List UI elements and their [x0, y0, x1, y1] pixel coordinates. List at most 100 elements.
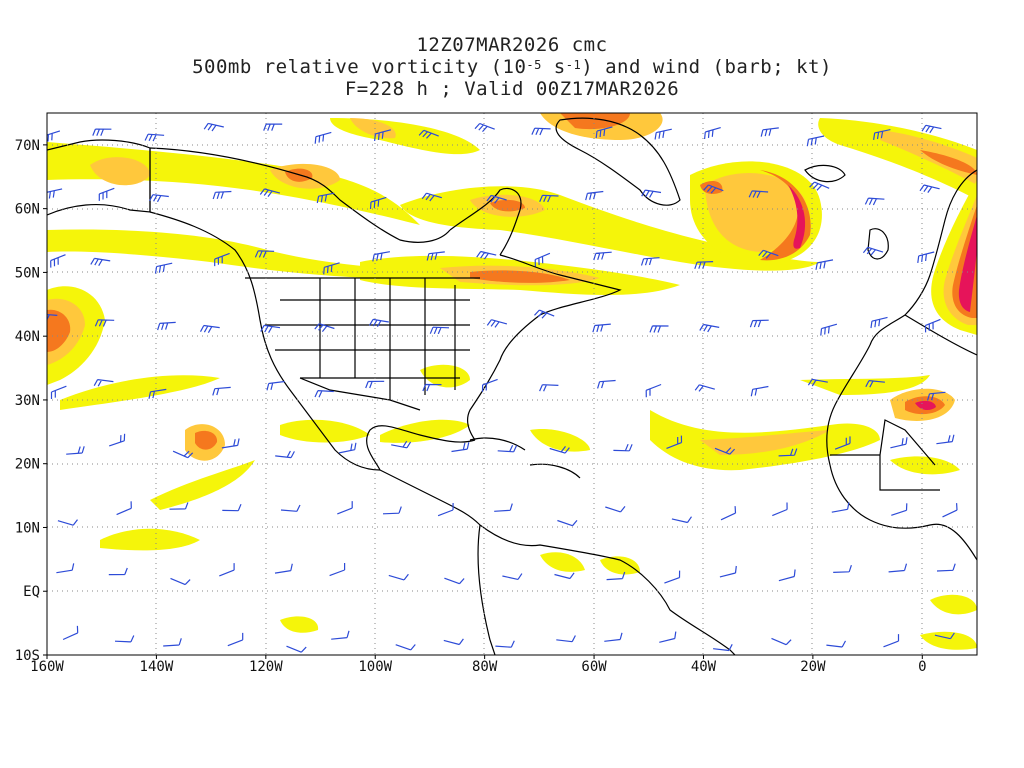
lat-axis: 70N 60N 50N 40N 30N 20N 10N EQ 10S	[15, 138, 47, 664]
wind-barb	[266, 380, 285, 391]
wind-barb	[865, 380, 885, 388]
wind-barb	[274, 563, 293, 574]
wind-barb	[934, 632, 955, 640]
wind-barb	[369, 196, 387, 210]
wind-barb	[760, 127, 779, 137]
wind-barb	[144, 133, 165, 142]
lat-tick-label: 10S	[15, 648, 40, 664]
lon-tick-label: 140W	[140, 659, 174, 675]
wind-barb	[331, 630, 350, 640]
wind-barb	[713, 644, 733, 652]
title-line-1: 12Z07MAR2026 cmc	[416, 34, 608, 56]
vorticity-region	[380, 419, 470, 443]
wind-barb	[47, 188, 63, 199]
vorticity-region	[920, 150, 977, 175]
wind-barb	[549, 446, 570, 454]
wind-barb	[534, 309, 555, 319]
wind-barb	[314, 390, 334, 398]
wind-barb	[280, 504, 301, 512]
wind-barb	[820, 323, 838, 336]
wind-barb	[316, 192, 335, 204]
wind-barb	[699, 323, 720, 333]
vorticity-region	[47, 142, 420, 225]
lat-tick-label: 50N	[15, 265, 40, 281]
wind-barb	[451, 442, 470, 453]
title-line-3: F=228 h ; Valid 00Z17MAR2026	[344, 78, 680, 100]
wind-barb	[212, 386, 231, 396]
wind-barb	[56, 563, 75, 574]
title-line-2: 500mb relative vorticity (10-5 s-1) and …	[192, 56, 832, 78]
wind-barb	[666, 435, 683, 449]
wind-barb	[890, 437, 908, 449]
lon-tick-label: 60W	[581, 659, 607, 675]
wind-barb	[834, 436, 851, 450]
vorticity-region	[470, 270, 570, 283]
wind-barb	[260, 324, 281, 333]
wind-barb	[654, 128, 672, 140]
wind-barb	[422, 383, 442, 392]
wind-barb	[50, 254, 66, 268]
wind-barb	[831, 502, 850, 513]
vorticity-region	[540, 552, 585, 572]
wind-barb	[114, 635, 135, 643]
wind-barb	[163, 638, 182, 647]
wind-barb	[917, 251, 935, 263]
lat-tick-label: 40N	[15, 329, 40, 345]
vorticity-region	[930, 594, 977, 615]
wind-barb	[149, 194, 169, 203]
wind-barb	[862, 246, 884, 256]
wind-barb	[109, 433, 126, 447]
plot-frame	[46, 112, 978, 656]
vorticity-region	[705, 173, 807, 252]
wind-barb	[154, 262, 173, 274]
wind-barb	[826, 640, 847, 648]
wind-barb	[50, 385, 67, 399]
vorticity-region	[280, 419, 370, 443]
wind-barb	[924, 318, 941, 333]
wind-barb	[227, 632, 244, 647]
wind-barb	[219, 563, 235, 577]
wind-barb	[883, 634, 900, 648]
wind-barb	[214, 252, 230, 267]
wind-barb	[263, 123, 283, 131]
wind-barbs	[47, 122, 958, 653]
wind-barb	[671, 516, 692, 524]
wind-barb	[368, 318, 389, 328]
wind-barb	[57, 519, 78, 526]
wind-barb	[870, 316, 888, 329]
wind-barb	[815, 259, 834, 270]
lat-tick-label: EQ	[23, 584, 40, 600]
wind-barb	[942, 503, 958, 518]
wind-barb	[497, 444, 518, 453]
lon-tick-label: 20W	[800, 659, 826, 675]
wind-barb	[719, 565, 737, 578]
wind-barb	[771, 637, 792, 646]
wind-barb	[720, 506, 737, 521]
wind-barb	[833, 565, 852, 573]
wind-barb	[418, 129, 439, 139]
vorticity-region	[420, 364, 470, 388]
wind-barb	[338, 442, 357, 454]
wind-barb	[259, 188, 281, 197]
lon-tick-label: 100W	[358, 659, 392, 675]
vorticity-region	[530, 429, 590, 452]
wind-barb	[921, 124, 942, 134]
lon-tick-label: 80W	[472, 659, 498, 675]
wind-barb	[476, 250, 497, 260]
lon-tick-label: 40W	[691, 659, 717, 675]
wind-barb	[474, 122, 495, 133]
wind-barb	[222, 503, 242, 512]
wind-barb	[47, 313, 58, 321]
wind-barb	[534, 252, 551, 267]
vorticity-region	[280, 616, 319, 633]
wind-barb	[703, 184, 724, 194]
vorticity-region	[60, 375, 220, 410]
wind-barb	[891, 503, 908, 516]
wind-barb	[199, 324, 220, 333]
vorticity-region	[700, 430, 830, 455]
wind-barb	[169, 502, 189, 510]
coastlines	[47, 117, 977, 655]
vorticity-region	[788, 185, 806, 249]
wind-barb	[604, 632, 623, 642]
